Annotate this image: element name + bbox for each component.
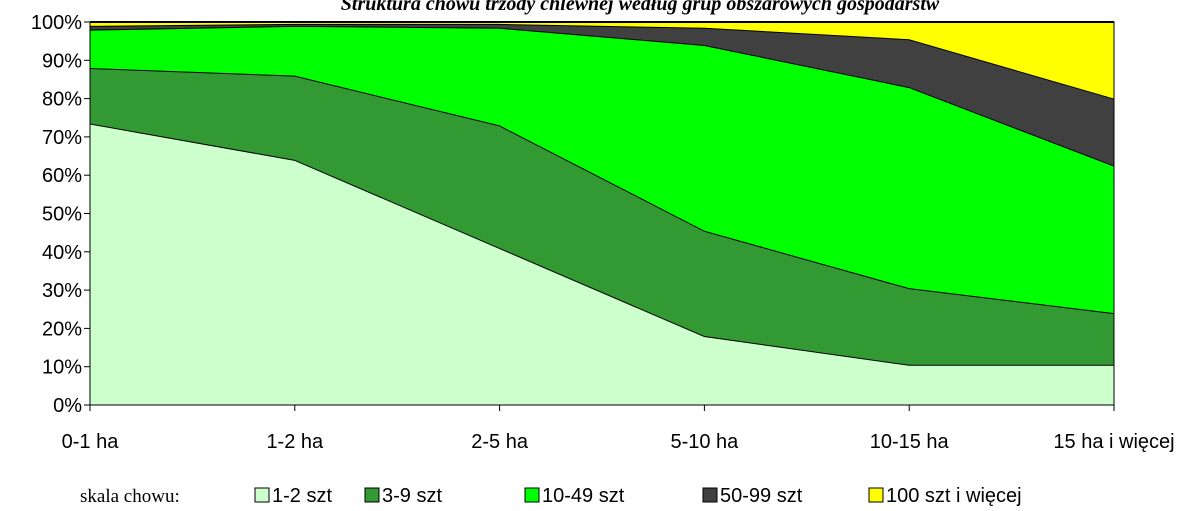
- x-tick-label: 5-10 ha: [670, 431, 739, 453]
- y-tick-label: 30%: [42, 280, 82, 302]
- legend-swatch-1: [254, 487, 270, 503]
- y-tick-label: 40%: [42, 242, 82, 264]
- chart-title: Struktura chowu trzody chlewnej według g…: [341, 0, 940, 15]
- area-series-3: [90, 25, 1114, 314]
- x-tick-label: 2-5 ha: [471, 431, 529, 453]
- legend-swatch-4: [702, 487, 718, 503]
- legend-swatch-2: [364, 487, 380, 503]
- area-series-2: [90, 67, 1114, 365]
- y-tick-label: 60%: [42, 165, 82, 187]
- legend-label-1: 1-2 szt: [272, 485, 332, 507]
- x-tick-label: 15 ha i więcej: [1053, 431, 1174, 453]
- y-tick-label: 90%: [42, 50, 82, 72]
- legend-label-4: 50-99 szt: [720, 485, 803, 507]
- x-tick-label: 10-15 ha: [870, 431, 950, 453]
- x-tick-label: 1-2 ha: [266, 431, 324, 453]
- area-series-5: [90, 22, 1114, 99]
- y-tick-label: 100%: [31, 12, 82, 34]
- axes-group: 0% 10% 20% 30% 40% 50% 60% 70% 80% 90% 100% 0-1 ha 1…: [31, 12, 1175, 453]
- legend: skala chowu: 1-2 szt 3-9 szt 10-49 szt 50-9…: [80, 485, 1022, 507]
- y-tick-label: 20%: [42, 318, 82, 340]
- legend-swatch-3: [524, 487, 540, 503]
- y-tick-label: 50%: [42, 204, 82, 226]
- legend-swatch-5: [868, 487, 884, 503]
- y-tick-label: 80%: [42, 89, 82, 111]
- legend-label-5: 100 szt i więcej: [886, 485, 1022, 507]
- legend-label-2: 3-9 szt: [382, 485, 442, 507]
- area-series-group: [89, 21, 1115, 406]
- y-tick-label: 10%: [42, 357, 82, 379]
- y-tick-label: 70%: [42, 127, 82, 149]
- y-tick-label: 0%: [53, 395, 82, 417]
- legend-label-3: 10-49 szt: [542, 485, 625, 507]
- legend-caption: skala chowu:: [80, 486, 180, 507]
- area-series-4: [90, 23, 1114, 166]
- area-series-1: [90, 123, 1114, 406]
- x-tick-label: 0-1 ha: [62, 431, 120, 453]
